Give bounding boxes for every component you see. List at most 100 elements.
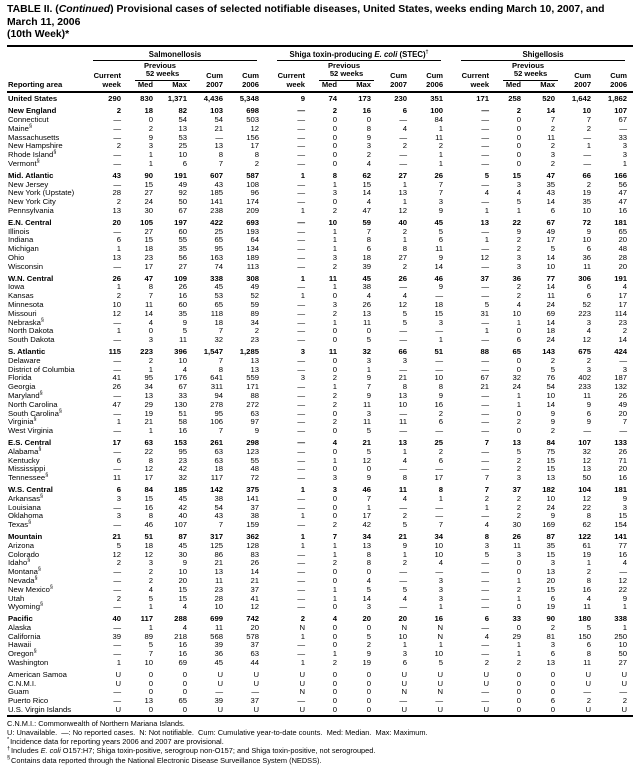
value-cell: 8 — [366, 123, 372, 133]
value-cell: 36 — [214, 649, 223, 659]
value-cell: 33 — [178, 390, 187, 400]
value-cell: 1,285 — [239, 346, 260, 356]
text-segment: ) Provisional cases of selected notifiab… — [7, 4, 605, 28]
value-cell: 1 — [300, 206, 306, 216]
value-cell: 45 — [214, 282, 223, 292]
value-cell: 13 — [112, 206, 121, 216]
value-cell: — — [481, 696, 490, 706]
value-cell: 8 — [366, 549, 372, 559]
value-cell: 15 — [512, 170, 522, 180]
value-cell: 4 — [622, 558, 628, 568]
value-cell: 7 — [484, 473, 490, 483]
value-cell: 2 — [332, 658, 338, 668]
value-cell: 95 — [214, 244, 223, 254]
value-cell: — — [113, 649, 121, 659]
reporting-area-cell: Oregon§ — [8, 648, 37, 659]
value-cell: 1 — [148, 150, 153, 160]
table-title: TABLE II. (Continued) Provisional cases … — [7, 4, 633, 42]
value-cell: U — [253, 678, 260, 688]
table-row: S. Atlantic 115 223 396 1,547 1,285 3 11 32 66 51 8… — [7, 345, 633, 357]
value-cell: 3 — [516, 549, 522, 559]
reporting-area-cell: Michigan — [8, 244, 39, 254]
value-cell: — — [297, 417, 306, 427]
value-cell: — — [297, 115, 306, 125]
value-cell: 1 — [438, 602, 444, 612]
value-cell: 3 — [116, 511, 121, 521]
value-cell: 12 — [582, 455, 592, 465]
value-cell: 86 — [214, 549, 223, 559]
value-cell: U — [401, 678, 408, 688]
value-cell: 26 — [618, 446, 628, 456]
reporting-area-cell: California — [8, 631, 41, 641]
value-cell: — — [113, 696, 121, 706]
value-cell: — — [399, 115, 408, 125]
value-cell: — — [113, 179, 121, 189]
footnote-marker: § — [34, 575, 38, 582]
value-cell: — — [113, 132, 121, 142]
value-cell: 375 — [246, 484, 260, 494]
value-cell: 52 — [582, 300, 592, 309]
value-cell: 14 — [618, 335, 628, 345]
value-cell: 95 — [178, 446, 187, 456]
value-cell: 7 — [366, 493, 372, 503]
value-cell: 43 — [546, 188, 556, 198]
value-cell: — — [481, 132, 490, 142]
value-cell: 9 — [550, 511, 556, 521]
value-cell: 122 — [578, 531, 592, 541]
value-cell: — — [583, 159, 592, 169]
value-cell: — — [297, 549, 306, 559]
value-cell: 3 — [438, 593, 444, 603]
value-cell: 35 — [178, 244, 187, 254]
value-cell: 187 — [614, 373, 628, 383]
value-cell: 8 — [366, 558, 372, 568]
value-cell: 298 — [246, 437, 260, 447]
value-cell: — — [297, 132, 306, 142]
value-cell: 27 — [178, 261, 187, 271]
value-cell: 1 — [332, 593, 338, 603]
value-cell: 4 — [332, 437, 338, 447]
value-cell: 47 — [112, 399, 121, 409]
value-cell: — — [297, 141, 306, 151]
value-cell: 0 — [516, 326, 522, 336]
value-cell: 31 — [480, 308, 490, 318]
value-cell: N — [401, 622, 408, 632]
value-cell: 0 — [516, 705, 522, 715]
value-cell: U — [115, 705, 121, 715]
value-cell: 13 — [178, 123, 187, 133]
value-cell: — — [297, 455, 306, 465]
value-cell: — — [297, 150, 306, 160]
value-cell: 1 — [332, 317, 338, 327]
table-row: Indiana 6 15 55 65 64 — 1 8 1 6 1 2 17 10 20 — [7, 236, 633, 245]
value-cell: 0 — [516, 669, 522, 679]
value-cell: — — [399, 502, 408, 512]
value-cell: 2 — [116, 593, 121, 603]
value-cell: — — [481, 115, 490, 125]
value-cell: U — [483, 705, 490, 715]
value-cell: 11 — [435, 244, 444, 254]
value-cell: 12 — [112, 308, 121, 318]
value-cell: 396 — [174, 346, 187, 356]
value-cell: 7 — [218, 326, 223, 336]
value-cell: — — [113, 464, 121, 474]
value-cell: 150 — [578, 631, 592, 641]
value-cell: — — [435, 326, 444, 336]
footnote-marker: § — [7, 755, 10, 762]
value-cell: 56 — [618, 179, 628, 189]
value-cell: — — [113, 446, 121, 456]
value-cell: 7 — [218, 520, 223, 530]
value-cell: 10 — [512, 308, 522, 318]
value-cell: 65 — [512, 346, 522, 356]
value-cell: 1 — [332, 226, 338, 236]
value-cell: 2 — [438, 408, 444, 418]
value-cell: — — [481, 390, 490, 400]
value-cell: 2 — [550, 355, 556, 365]
value-cell: 607 — [210, 170, 223, 180]
value-cell: 2 — [402, 558, 408, 568]
value-cell: 11 — [547, 291, 556, 301]
value-cell: 8 — [586, 649, 592, 659]
value-cell: 2 — [332, 373, 338, 383]
value-cell: 11 — [583, 390, 592, 400]
value-cell: 8 — [586, 575, 592, 585]
table-row: Delaware — 2 10 7 13 — 0 3 3 — — 0 2 2 — — [7, 355, 633, 366]
value-cell: 173 — [358, 94, 372, 104]
